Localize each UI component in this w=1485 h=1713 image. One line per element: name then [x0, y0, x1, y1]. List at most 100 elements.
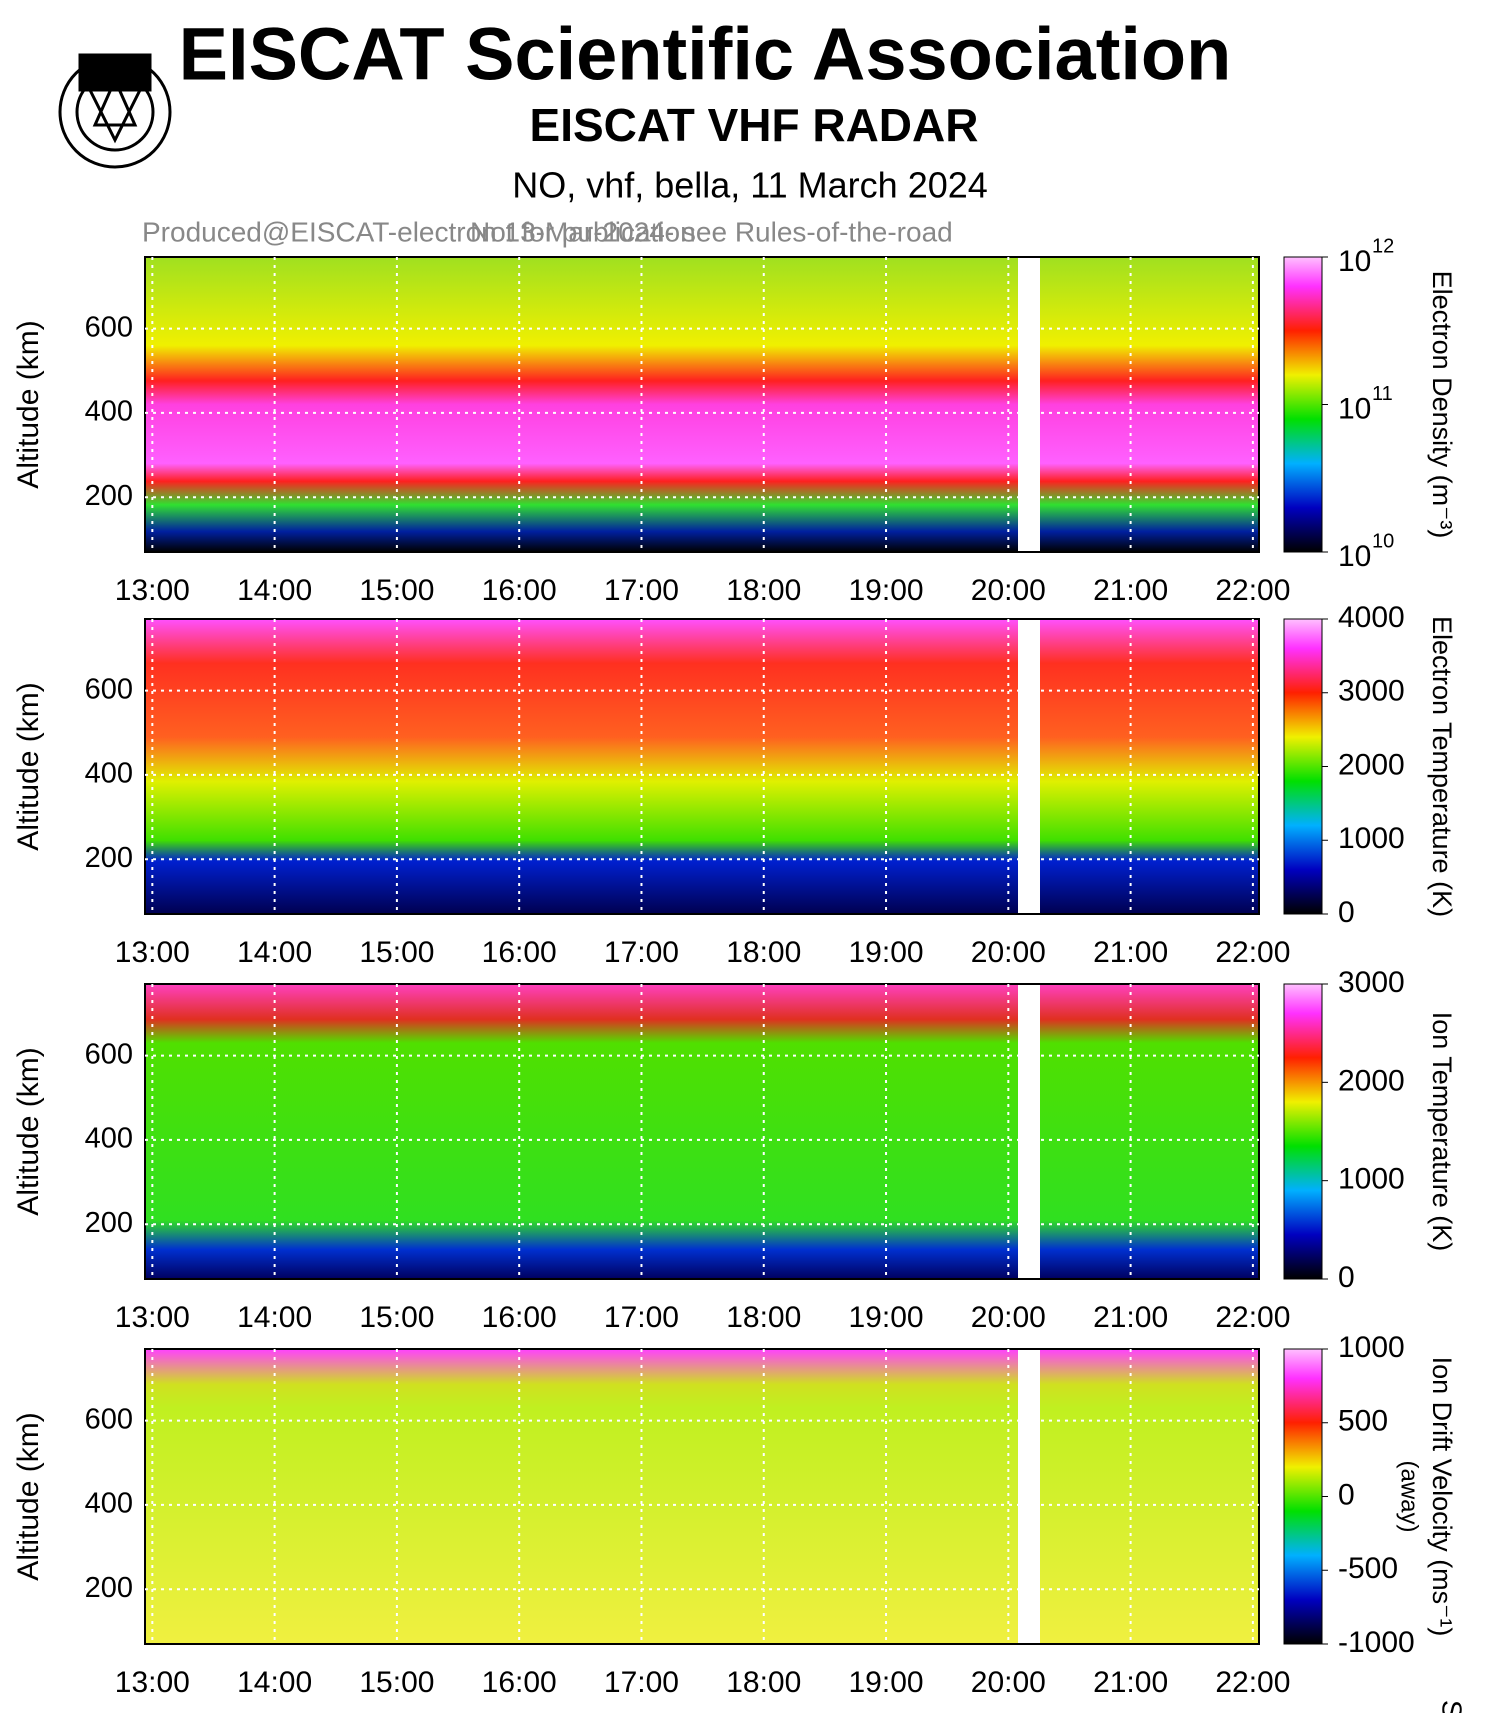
y-tick-label: 200	[85, 480, 133, 512]
x-tick-label: 13:00	[115, 936, 190, 969]
y-tick-label: 600	[85, 673, 133, 705]
x-tick-label: 16:00	[482, 574, 557, 607]
colorbar-tick-exponent: 10	[1372, 530, 1394, 552]
x-tick-label: 18:00	[726, 936, 801, 969]
heatmap	[145, 1349, 1259, 1644]
colorbar	[1283, 256, 1323, 553]
x-tick-label: 15:00	[359, 936, 434, 969]
x-tick-label: 17:00	[604, 1301, 679, 1334]
y-axis-label: Altitude (km)	[12, 1412, 45, 1580]
x-tick-label: 17:00	[604, 936, 679, 969]
x-tick-label: 19:00	[848, 936, 923, 969]
colorbar-tick-label: 3000	[1338, 966, 1405, 999]
y-axis-label: Altitude (km)	[12, 1047, 45, 1215]
colorbar	[1283, 983, 1323, 1280]
colorbar-tick-exponent: 12	[1372, 235, 1394, 257]
colorbar-tick-label: 1000	[1338, 822, 1405, 855]
colorbar-tick-label: 500	[1338, 1405, 1388, 1438]
x-tick-label: 15:00	[359, 1301, 434, 1334]
heatmap	[145, 984, 1259, 1279]
y-tick-label: 600	[85, 1403, 133, 1435]
colorbar	[1283, 1348, 1323, 1645]
y-tick-label: 200	[85, 842, 133, 874]
colorbar	[1283, 618, 1323, 915]
y-axis-label: Altitude (km)	[12, 682, 45, 850]
x-tick-label: 14:00	[237, 574, 312, 607]
colorbar-label: Electron Temperature (K)	[1427, 616, 1457, 917]
overlay-note: Not for publication	[470, 216, 696, 247]
x-tick-label: 13:00	[115, 1666, 190, 1699]
colorbar-label: Electron Density (m⁻³)	[1427, 271, 1457, 539]
subtitle: EISCAT VHF RADAR	[530, 99, 979, 151]
colorbar-tick-label: -500	[1338, 1552, 1398, 1585]
colorbar-tick-label: 10	[1338, 245, 1371, 278]
x-tick-label: 22:00	[1215, 936, 1290, 969]
x-tick-label: 21:00	[1093, 1301, 1168, 1334]
x-tick-label: 18:00	[726, 574, 801, 607]
colorbar-tick-label: -1000	[1338, 1626, 1415, 1659]
y-tick-label: 400	[85, 396, 133, 428]
colorbar-label: Ion Drift Velocity (ms⁻¹)	[1427, 1357, 1457, 1637]
data-gap	[1018, 984, 1040, 1279]
x-tick-label: 20:00	[971, 936, 1046, 969]
x-tick-label: 19:00	[848, 574, 923, 607]
y-tick-label: 600	[85, 311, 133, 343]
colorbar-tick-exponent: 11	[1372, 383, 1393, 405]
run-info: NO, vhf, bella, 11 March 2024	[512, 165, 988, 206]
x-tick-label: 15:00	[359, 574, 434, 607]
heatmap	[145, 619, 1259, 914]
plot-frame	[144, 983, 1260, 1280]
note: Produced@EISCAT-electron 13-Mar-2024- se…	[142, 216, 953, 247]
x-tick-label: 16:00	[482, 1666, 557, 1699]
x-tick-label: 19:00	[848, 1301, 923, 1334]
x-tick-label: 14:00	[237, 936, 312, 969]
colorbar-tick-label: 2000	[1338, 1064, 1405, 1097]
colorbar-tick-label: 4000	[1338, 601, 1405, 634]
x-tick-label: 16:00	[482, 1301, 557, 1334]
colorbar-tick-label: 1000	[1338, 1331, 1405, 1364]
x-tick-label: 13:00	[115, 574, 190, 607]
y-tick-label: 600	[85, 1038, 133, 1070]
plot-frame	[144, 618, 1260, 915]
colorbar-sublabel: (away)	[1396, 1460, 1423, 1532]
x-tick-label: 21:00	[1093, 574, 1168, 607]
x-tick-label: 17:00	[604, 574, 679, 607]
x-tick-label: 20:00	[971, 574, 1046, 607]
title: EISCAT Scientific Association	[179, 13, 1232, 96]
x-tick-label: 20:00	[971, 1301, 1046, 1334]
x-tick-label: 20:00	[971, 1666, 1046, 1699]
x-tick-label: 17:00	[604, 1666, 679, 1699]
x-tick-label: 22:00	[1215, 1666, 1290, 1699]
colorbar-tick-label: 2000	[1338, 748, 1405, 781]
colorbar-tick-label: 10	[1338, 392, 1371, 425]
colorbar-label: Ion Temperature (K)	[1427, 1012, 1457, 1252]
colorbar-tick-label: 0	[1338, 1478, 1355, 1511]
x-tick-label: 22:00	[1215, 574, 1290, 607]
plot-frame	[144, 256, 1260, 553]
data-gap	[1018, 619, 1040, 914]
y-tick-label: 200	[85, 1572, 133, 1604]
y-axis-label: Altitude (km)	[12, 320, 45, 488]
x-tick-label: 22:00	[1215, 1301, 1290, 1334]
y-tick-label: 400	[85, 758, 133, 790]
x-tick-label: 14:00	[237, 1301, 312, 1334]
colorbar-tick-label: 10	[1338, 540, 1371, 573]
y-tick-label: 200	[85, 1207, 133, 1239]
x-tick-label: 13:00	[115, 1301, 190, 1334]
y-tick-label: 400	[85, 1123, 133, 1155]
y-tick-label: 400	[85, 1488, 133, 1520]
plot-frame	[144, 1348, 1260, 1645]
colorbar-tick-label: 3000	[1338, 675, 1405, 708]
logo	[58, 53, 172, 169]
colorbar-tick-label: 1000	[1338, 1163, 1405, 1196]
colorbar-tick-label: 0	[1338, 1261, 1355, 1294]
colorbar-tick-label: 0	[1338, 896, 1355, 929]
x-tick-label: 15:00	[359, 1666, 434, 1699]
x-tick-label: 18:00	[726, 1666, 801, 1699]
x-tick-label: 21:00	[1093, 1666, 1168, 1699]
heatmap	[145, 257, 1259, 552]
x-tick-label: 21:00	[1093, 936, 1168, 969]
cut-label: Syst	[1437, 1700, 1468, 1713]
